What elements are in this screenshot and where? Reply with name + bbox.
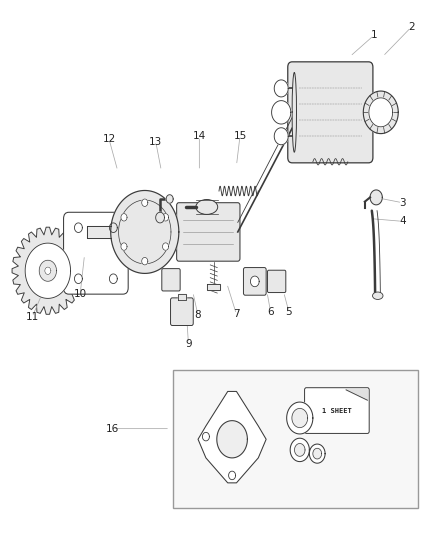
Text: 16: 16 [106, 424, 119, 434]
Polygon shape [12, 227, 84, 314]
Text: 8: 8 [195, 310, 201, 320]
Text: 12: 12 [102, 134, 116, 144]
FancyBboxPatch shape [177, 203, 240, 261]
Ellipse shape [196, 199, 218, 214]
FancyBboxPatch shape [268, 270, 286, 293]
Text: 5: 5 [286, 306, 292, 317]
Polygon shape [142, 257, 148, 265]
Polygon shape [166, 195, 173, 203]
Text: 14: 14 [193, 131, 206, 141]
Text: 9: 9 [185, 338, 192, 349]
Polygon shape [292, 408, 307, 427]
Polygon shape [370, 190, 382, 205]
Polygon shape [74, 223, 82, 232]
Polygon shape [309, 444, 325, 463]
Polygon shape [87, 225, 111, 238]
Text: 15: 15 [233, 131, 247, 141]
Polygon shape [202, 432, 209, 441]
Text: 1 SHEET: 1 SHEET [322, 408, 352, 414]
Polygon shape [346, 390, 367, 400]
Polygon shape [229, 471, 236, 480]
Polygon shape [74, 274, 82, 284]
Polygon shape [142, 199, 148, 206]
Text: 4: 4 [399, 216, 406, 227]
Text: 7: 7 [233, 309, 240, 319]
Polygon shape [313, 448, 321, 459]
Polygon shape [111, 190, 179, 273]
Polygon shape [177, 294, 186, 300]
Polygon shape [110, 274, 117, 284]
FancyBboxPatch shape [64, 212, 128, 294]
FancyBboxPatch shape [170, 298, 193, 326]
Polygon shape [121, 214, 127, 221]
Text: 2: 2 [408, 22, 414, 33]
Polygon shape [251, 276, 259, 287]
FancyBboxPatch shape [244, 268, 266, 295]
Bar [173, 370, 418, 508]
Polygon shape [121, 243, 127, 251]
Polygon shape [294, 443, 305, 456]
Polygon shape [274, 80, 288, 97]
Text: 6: 6 [267, 306, 274, 317]
FancyBboxPatch shape [304, 387, 369, 433]
Polygon shape [274, 128, 288, 145]
Ellipse shape [292, 72, 297, 152]
Polygon shape [290, 438, 309, 462]
Polygon shape [207, 284, 220, 290]
Polygon shape [162, 243, 169, 251]
Polygon shape [110, 223, 117, 232]
Polygon shape [363, 91, 398, 134]
Text: 11: 11 [25, 312, 39, 322]
Polygon shape [25, 243, 71, 298]
Polygon shape [287, 402, 313, 434]
Polygon shape [155, 212, 164, 223]
Text: 13: 13 [149, 136, 162, 147]
Polygon shape [198, 391, 266, 483]
Polygon shape [45, 267, 51, 274]
FancyBboxPatch shape [162, 269, 180, 291]
Polygon shape [39, 260, 57, 281]
Polygon shape [162, 214, 169, 221]
Polygon shape [272, 101, 291, 124]
Text: 10: 10 [74, 289, 87, 299]
Ellipse shape [372, 292, 383, 300]
Text: 3: 3 [399, 198, 406, 208]
Polygon shape [217, 421, 247, 458]
Text: 1: 1 [371, 30, 377, 41]
FancyBboxPatch shape [288, 62, 373, 163]
Polygon shape [369, 98, 392, 127]
